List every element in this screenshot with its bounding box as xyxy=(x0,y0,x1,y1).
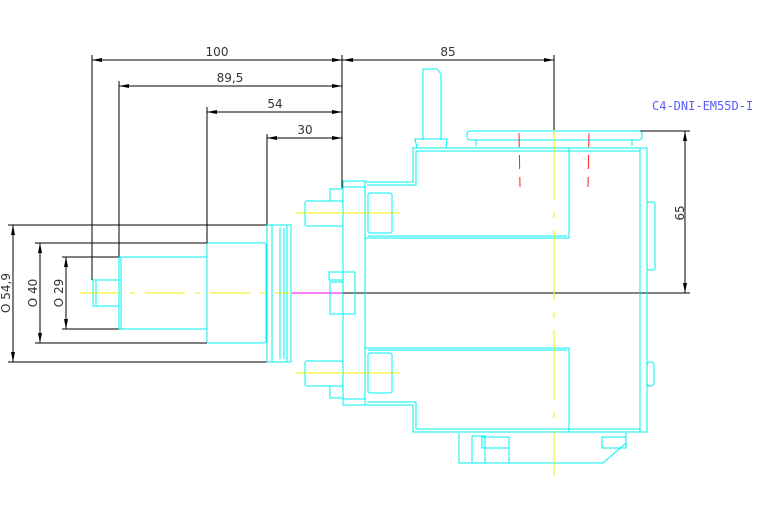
arrowhead xyxy=(11,225,15,235)
arrowhead xyxy=(64,257,68,267)
dimension-89-5: 89,5 xyxy=(118,71,342,257)
arrowhead xyxy=(119,84,129,88)
side-boss-upper xyxy=(646,201,656,271)
side-boss-lower xyxy=(646,361,655,387)
arrowhead xyxy=(38,333,42,343)
arrowhead xyxy=(332,58,342,62)
arrowhead xyxy=(343,58,353,62)
dimension-54: 54 xyxy=(206,97,342,243)
washer-lower xyxy=(329,385,344,399)
motor-flange xyxy=(266,224,292,363)
dimension-text: 30 xyxy=(297,123,312,137)
model-label: C4-DNI-EM55D-I xyxy=(652,99,753,113)
shaft-key xyxy=(328,271,356,315)
arrowhead xyxy=(92,58,102,62)
upper-slot xyxy=(364,148,570,239)
dimension-85: 85 xyxy=(342,45,555,131)
arrowhead xyxy=(332,84,342,88)
arrowhead xyxy=(544,58,554,62)
dimension-text: 85 xyxy=(440,45,455,59)
arrowhead xyxy=(64,319,68,329)
dimension-text: 54 xyxy=(267,97,282,111)
housing-outline xyxy=(365,147,648,433)
housing-inner-outline xyxy=(367,150,641,430)
connector-part xyxy=(481,436,510,449)
dimension-text: O 29 xyxy=(52,279,66,308)
arrowhead xyxy=(207,110,217,114)
dimension-65: 65 xyxy=(638,130,690,293)
motor-large-cylinder xyxy=(206,242,267,344)
arrowhead xyxy=(683,131,687,141)
arrowhead xyxy=(11,352,15,362)
arrowhead xyxy=(332,110,342,114)
lower-slot xyxy=(364,347,570,432)
dimension-text: 89,5 xyxy=(217,71,244,85)
arrowhead xyxy=(38,243,42,253)
dimension-diameter-29: O 29 xyxy=(52,256,119,330)
dimension-text: 100 xyxy=(206,45,229,59)
connector-part xyxy=(601,436,627,449)
dimension-text: O 40 xyxy=(26,279,40,308)
release-lever xyxy=(422,68,442,140)
arrowhead xyxy=(267,136,277,140)
dimension-text: O 54,9 xyxy=(0,273,13,313)
hidden-line xyxy=(518,132,521,188)
washer-upper xyxy=(329,188,344,202)
arrowhead xyxy=(332,136,342,140)
dimension-diameter-40: O 40 xyxy=(26,242,207,344)
dimension-30: 30 xyxy=(266,123,342,225)
hidden-line xyxy=(587,132,590,188)
gearbox-body xyxy=(296,68,656,464)
mounting-plate xyxy=(342,180,366,406)
lever-base xyxy=(414,138,448,149)
dimension-text: 65 xyxy=(673,205,687,220)
dimension-diameter-54-9: O 54,9 xyxy=(0,224,290,363)
connector-part xyxy=(471,435,486,464)
arrowhead xyxy=(683,283,687,293)
